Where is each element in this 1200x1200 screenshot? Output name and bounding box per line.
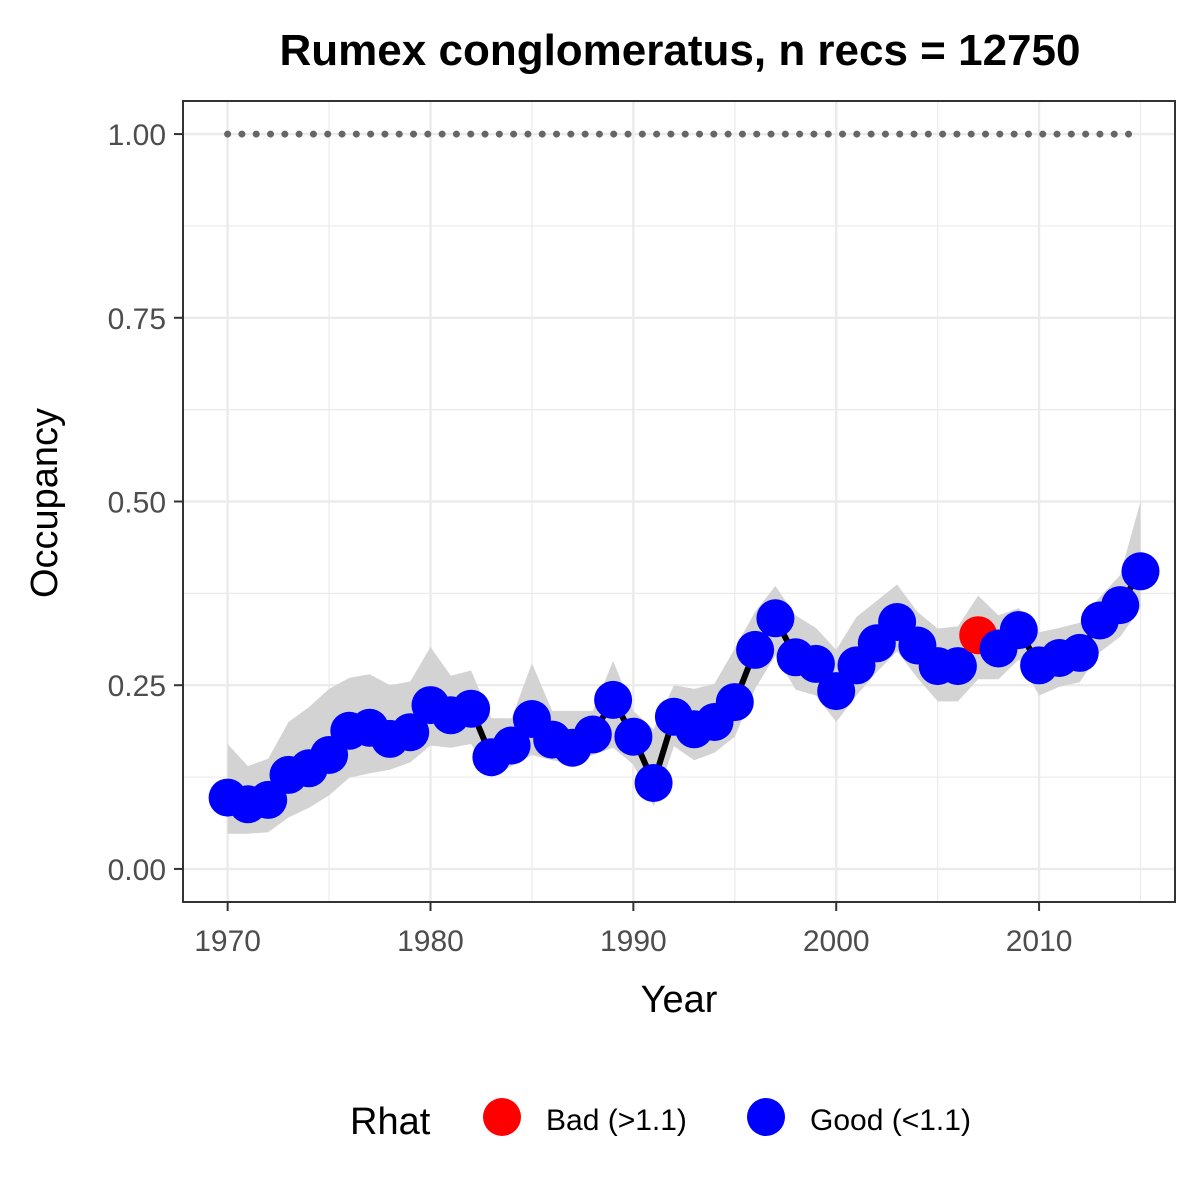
occupancy-point xyxy=(817,672,856,711)
legend-label-bad: Bad (>1.1) xyxy=(546,1104,687,1137)
occupancy-point xyxy=(594,680,633,719)
x-tick-label: 2010 xyxy=(1006,925,1073,958)
occupancy-point xyxy=(492,726,531,765)
occupancy-point xyxy=(614,717,653,756)
x-tick-label: 1980 xyxy=(397,925,464,958)
y-axis-title: Occupancy xyxy=(24,408,66,598)
occupancy-point xyxy=(938,647,977,686)
legend: Rhat Bad (>1.1) Good (<1.1) xyxy=(350,1098,971,1143)
legend-title: Rhat xyxy=(350,1101,431,1143)
occupancy-point xyxy=(452,689,491,728)
occupancy-point xyxy=(1101,586,1140,625)
x-tick-label: 2000 xyxy=(803,925,870,958)
occupancy-point xyxy=(796,644,835,683)
y-tick-label: 0.25 xyxy=(108,670,166,703)
occupancy-point xyxy=(999,611,1038,650)
occupancy-point xyxy=(736,630,775,669)
x-axis: 1970 1980 1990 2000 2010 xyxy=(194,902,1072,958)
occupancy-point xyxy=(1060,633,1099,672)
occupancy-point xyxy=(573,715,612,754)
y-tick-label: 0.50 xyxy=(108,487,166,520)
chart-title: Rumex conglomeratus, n recs = 12750 xyxy=(280,26,1081,75)
y-tick-label: 1.00 xyxy=(108,119,166,152)
occupancy-point xyxy=(1121,552,1160,591)
y-tick-label: 0.75 xyxy=(108,303,166,336)
x-axis-title: Year xyxy=(641,979,718,1021)
x-tick-label: 1990 xyxy=(600,925,667,958)
occupancy-points xyxy=(208,552,1160,824)
y-axis: 0.00 0.25 0.50 0.75 1.00 xyxy=(108,119,183,887)
occupancy-point xyxy=(715,683,754,722)
occupancy-point xyxy=(391,713,430,752)
occupancy-point xyxy=(634,764,673,802)
legend-key-good xyxy=(747,1098,785,1136)
occupancy-point xyxy=(756,599,795,638)
legend-label-good: Good (<1.1) xyxy=(810,1104,971,1137)
y-tick-label: 0.00 xyxy=(108,854,166,887)
plot-panel xyxy=(182,100,1176,903)
x-tick-label: 1970 xyxy=(194,925,261,958)
legend-key-bad xyxy=(483,1098,521,1136)
